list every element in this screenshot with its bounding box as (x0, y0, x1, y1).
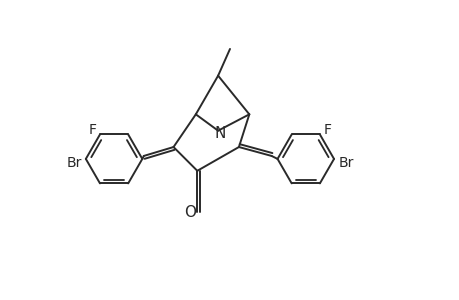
Text: F: F (88, 123, 96, 137)
Text: F: F (323, 123, 330, 137)
Text: Br: Br (66, 156, 81, 170)
Text: Br: Br (337, 156, 353, 170)
Text: N: N (214, 126, 226, 141)
Text: O: O (184, 205, 196, 220)
